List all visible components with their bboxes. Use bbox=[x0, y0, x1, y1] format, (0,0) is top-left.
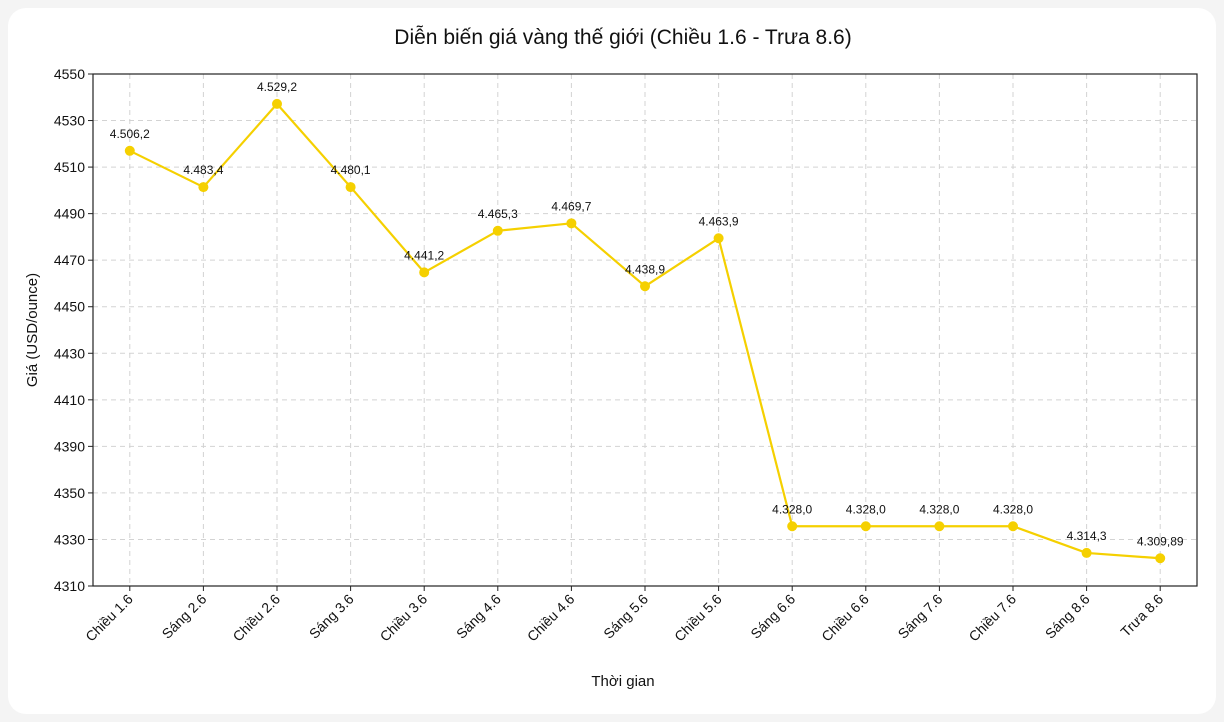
data-point bbox=[492, 225, 503, 236]
x-tick-label: Sáng 8.6 bbox=[1042, 591, 1093, 642]
x-tick-label: Sáng 2.6 bbox=[159, 591, 210, 642]
data-label: 4.480,1 bbox=[331, 163, 371, 177]
y-tick-label: 4350 bbox=[54, 485, 85, 501]
x-tick-label: Chiều 3.6 bbox=[377, 591, 431, 645]
y-axis-label: Giá (USD/ounce) bbox=[24, 273, 41, 387]
data-label: 4.314,3 bbox=[1067, 529, 1107, 543]
data-label: 4.465,3 bbox=[478, 207, 518, 221]
y-tick-label: 4530 bbox=[54, 113, 85, 129]
x-tick-label: Chiều 6.6 bbox=[818, 591, 872, 645]
y-tick-label: 4330 bbox=[54, 531, 85, 547]
data-point bbox=[1081, 547, 1092, 558]
plot-frame bbox=[92, 73, 1198, 587]
data-label: 4.483,4 bbox=[183, 163, 223, 177]
x-tick-label: Sáng 7.6 bbox=[895, 591, 946, 642]
data-point bbox=[198, 182, 209, 193]
data-label: 4.309,89 bbox=[1137, 534, 1184, 548]
x-tick-label: Sáng 4.6 bbox=[453, 591, 504, 642]
data-label: 4.529,2 bbox=[257, 80, 297, 94]
x-tick-label: Chiều 4.6 bbox=[524, 591, 578, 645]
data-point bbox=[640, 281, 650, 292]
data-point bbox=[860, 521, 871, 532]
data-point bbox=[713, 233, 724, 244]
x-tick-label: Sáng 3.6 bbox=[306, 591, 357, 642]
data-label: 4.506,2 bbox=[110, 127, 150, 141]
data-label: 4.328,0 bbox=[919, 502, 959, 516]
grid bbox=[93, 74, 1197, 586]
y-tick-label: 4310 bbox=[54, 578, 85, 594]
y-tick-label: 4430 bbox=[54, 345, 85, 361]
x-tick-label: Sáng 6.6 bbox=[747, 591, 798, 642]
x-tick-label: Chiều 5.6 bbox=[671, 591, 725, 645]
axes: 4550 4530 4510 4490 4470 4450 4430 4410 4390 4350… bbox=[54, 66, 1198, 645]
x-tick-label: Chiều 7.6 bbox=[965, 591, 1019, 645]
data-point bbox=[1155, 553, 1166, 564]
x-tick-label: Sáng 5.6 bbox=[600, 591, 651, 642]
data-label: 4.469,7 bbox=[551, 199, 591, 213]
y-tick-label: 4490 bbox=[54, 206, 85, 222]
data-point bbox=[419, 267, 430, 278]
data-point bbox=[272, 98, 282, 109]
data-label: 4.328,0 bbox=[772, 502, 812, 516]
y-tick-label: 4510 bbox=[54, 159, 85, 175]
data-label: 4.463,9 bbox=[699, 214, 739, 228]
x-tick-label: Trưa 8.6 bbox=[1117, 591, 1166, 640]
data-point bbox=[345, 182, 356, 193]
y-tick-label: 4470 bbox=[54, 252, 85, 268]
data-point bbox=[1008, 521, 1018, 532]
chart-card bbox=[8, 8, 1216, 714]
data-point bbox=[934, 521, 945, 532]
x-axis-label: Thời gian bbox=[591, 673, 654, 690]
y-tick-label: 4390 bbox=[54, 438, 85, 454]
data-point bbox=[566, 218, 577, 229]
data-label: 4.328,0 bbox=[993, 502, 1033, 516]
y-tick-label: 4450 bbox=[54, 299, 85, 315]
y-tick-label: 4550 bbox=[54, 66, 85, 82]
x-tick-label: Chiều 2.6 bbox=[229, 591, 283, 645]
chart-title: Diễn biến giá vàng thế giới (Chiều 1.6 -… bbox=[394, 26, 851, 49]
data-label: 4.328,0 bbox=[846, 502, 886, 516]
data-point bbox=[124, 145, 135, 156]
y-tick-label: 4410 bbox=[54, 392, 85, 408]
data-point bbox=[787, 521, 798, 532]
x-tick-label: Chiều 1.6 bbox=[82, 591, 136, 645]
data-label: 4.441,2 bbox=[404, 248, 444, 262]
series-line bbox=[124, 98, 1166, 564]
data-label: 4.438,9 bbox=[625, 262, 665, 276]
data-labels: 4.506,2 4.483,4 4.529,2 4.480,1 4.441,2 4.465… bbox=[110, 80, 1184, 548]
